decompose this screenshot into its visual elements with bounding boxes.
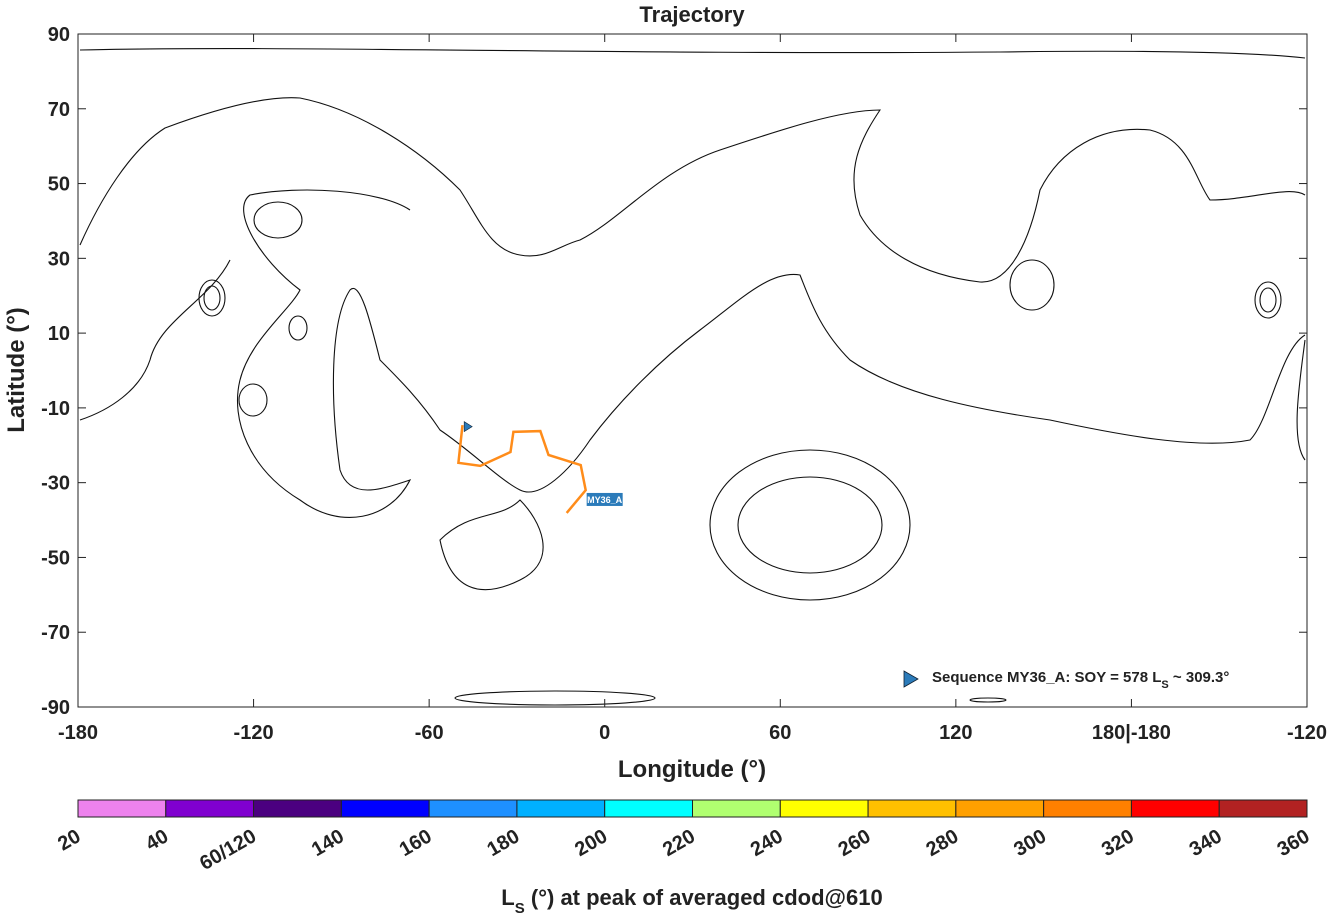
colorbar-segment <box>428 799 518 818</box>
colorbar-tick-label: 260 <box>835 825 875 861</box>
colorbar-segment <box>77 799 167 818</box>
chart-title: Trajectory <box>639 2 745 27</box>
legend-marker <box>903 670 919 688</box>
colorbar-segment <box>253 799 342 818</box>
y-tick-label: -70 <box>41 622 70 644</box>
colorbar-tick-label: 60/120 <box>196 825 260 875</box>
colorbar-tick-label: 40 <box>142 825 172 855</box>
colorbar-segment <box>1130 799 1220 818</box>
colorbar-tick-label: 140 <box>308 825 348 861</box>
colorbar-tick-label: 160 <box>396 825 436 861</box>
x-tick-label: 120 <box>939 722 972 744</box>
y-tick-label: 10 <box>48 323 70 345</box>
y-tick-label: -10 <box>41 398 70 420</box>
y-tick-label: 30 <box>48 248 70 270</box>
colorbar-segment <box>1218 799 1308 818</box>
colorbar-segment <box>867 799 957 818</box>
colorbar-tick-label: 20 <box>54 825 84 855</box>
colorbar-segment <box>1043 799 1132 818</box>
y-tick-label: -50 <box>41 547 70 569</box>
contours <box>79 48 1306 706</box>
colorbar-segment <box>604 799 694 818</box>
x-tick-label: -180 <box>58 722 98 744</box>
colorbar-tick-label: 300 <box>1010 825 1050 861</box>
y-tick-label: -30 <box>41 473 70 495</box>
colorbar-segment <box>779 799 869 818</box>
plot-frame <box>77 33 1308 708</box>
colorbar-segment <box>165 799 255 818</box>
y-tick-label: -90 <box>41 697 70 719</box>
trajectory <box>457 424 588 514</box>
trajectory-label: MY36_A <box>587 495 623 505</box>
colorbar-segment <box>516 799 606 818</box>
y-tick-label: 70 <box>48 99 70 121</box>
start-marker <box>463 421 473 433</box>
x-tick-label: 0 <box>599 722 610 744</box>
colorbar-tick-label: 240 <box>747 825 787 861</box>
x-tick-label: -120 <box>234 722 274 744</box>
colorbar-segment <box>955 799 1045 818</box>
colorbar-title: LS (°) at peak of averaged cdod@610 <box>501 885 882 917</box>
colorbar-tick-label: 360 <box>1274 825 1314 861</box>
x-tick-label: -60 <box>415 722 444 744</box>
x-axis-label: Longitude (°) <box>618 756 766 783</box>
colorbar-tick-label: 320 <box>1098 825 1138 861</box>
colorbar-tick-label: 280 <box>922 825 962 861</box>
colorbar-tick-label: 340 <box>1186 825 1226 861</box>
colorbar-tick-label: 220 <box>659 825 699 861</box>
y-axis-label: Latitude (°) <box>3 307 30 433</box>
colorbar-segment <box>340 799 430 818</box>
x-tick-label: 60 <box>769 722 791 744</box>
colorbar-segment <box>692 799 781 818</box>
colorbar-tick-label: 200 <box>571 825 611 861</box>
trajectory-label-box <box>586 492 623 506</box>
legend-text: Sequence MY36_A: SOY = 578 LS ~ 309.3° <box>932 669 1229 691</box>
y-tick-label: 50 <box>48 174 70 196</box>
y-tick-label: 90 <box>48 24 70 46</box>
x-tick-label: 180|-180 <box>1092 722 1171 744</box>
colorbar-tick-label: 180 <box>484 825 524 861</box>
x-tick-label: -120 <box>1287 722 1327 744</box>
